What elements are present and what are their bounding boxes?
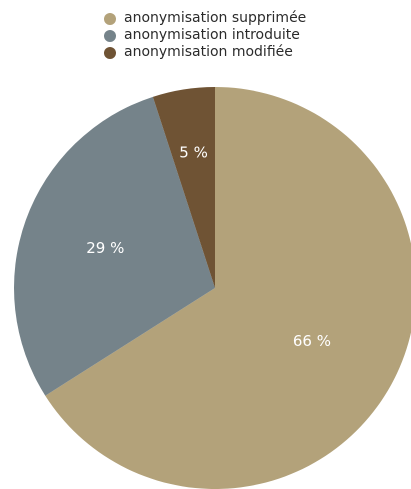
pie-slice-0 [45, 87, 411, 489]
pie-slice-1 [14, 96, 215, 396]
legend: anonymisation supprimée anonymisation in… [104, 10, 384, 61]
slice-value-label-2: 5 % [179, 144, 208, 162]
slice-value-label-1: 29 % [86, 239, 124, 257]
pie-slice-2 [152, 87, 215, 288]
legend-swatch [104, 29, 116, 42]
legend-label: anonymisation modifiée [124, 44, 293, 60]
legend-swatch [104, 12, 116, 25]
legend-label: anonymisation introduite [124, 27, 300, 43]
slice-value-label-0: 66 % [293, 332, 331, 350]
legend-item-anonymisation-modifiee: anonymisation modifiée [104, 44, 384, 61]
legend-item-anonymisation-supprimee: anonymisation supprimée [104, 10, 384, 27]
legend-label: anonymisation supprimée [124, 10, 307, 26]
legend-item-anonymisation-introduite: anonymisation introduite [104, 27, 384, 44]
legend-swatch [104, 46, 116, 59]
